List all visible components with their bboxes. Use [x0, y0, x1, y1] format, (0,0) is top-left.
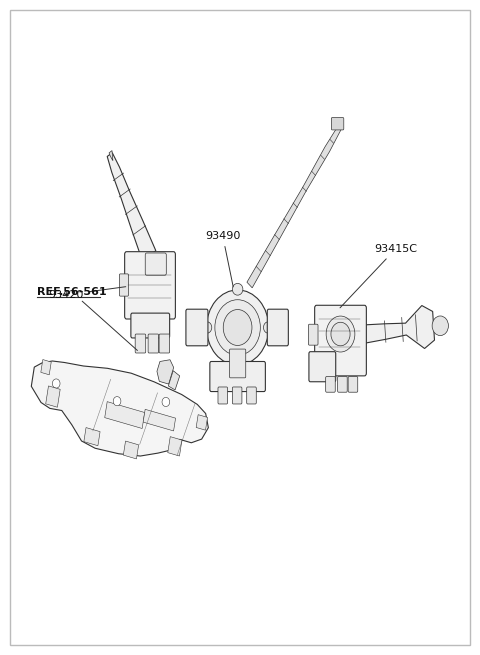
Ellipse shape [52, 379, 60, 388]
Polygon shape [364, 305, 434, 348]
FancyBboxPatch shape [309, 324, 318, 345]
Ellipse shape [162, 398, 170, 407]
Text: 93420: 93420 [48, 287, 126, 300]
FancyBboxPatch shape [315, 305, 366, 376]
FancyBboxPatch shape [120, 274, 129, 296]
FancyBboxPatch shape [337, 377, 347, 392]
FancyBboxPatch shape [232, 387, 242, 404]
Polygon shape [41, 360, 51, 375]
Polygon shape [157, 360, 174, 384]
Ellipse shape [326, 316, 355, 352]
Ellipse shape [223, 310, 252, 345]
Polygon shape [123, 441, 139, 459]
Polygon shape [107, 153, 156, 261]
Polygon shape [109, 151, 113, 160]
FancyBboxPatch shape [159, 334, 169, 353]
Polygon shape [105, 402, 144, 428]
Ellipse shape [432, 316, 448, 335]
Text: REF.56-561: REF.56-561 [36, 286, 137, 350]
FancyBboxPatch shape [267, 309, 288, 346]
Text: 93490: 93490 [205, 231, 240, 287]
FancyBboxPatch shape [325, 377, 335, 392]
FancyBboxPatch shape [131, 313, 169, 338]
Polygon shape [143, 409, 176, 431]
Ellipse shape [206, 290, 269, 365]
FancyBboxPatch shape [145, 253, 166, 275]
Polygon shape [247, 124, 342, 288]
FancyBboxPatch shape [229, 349, 246, 378]
Polygon shape [196, 415, 207, 430]
FancyBboxPatch shape [210, 362, 265, 392]
FancyBboxPatch shape [309, 352, 336, 382]
FancyBboxPatch shape [125, 252, 175, 319]
Ellipse shape [201, 322, 212, 333]
Polygon shape [46, 386, 60, 407]
Polygon shape [168, 437, 182, 456]
Text: 93415C: 93415C [340, 244, 417, 308]
FancyBboxPatch shape [218, 387, 228, 404]
Ellipse shape [331, 322, 350, 346]
Ellipse shape [113, 396, 121, 405]
Ellipse shape [215, 300, 260, 355]
FancyBboxPatch shape [348, 377, 358, 392]
FancyBboxPatch shape [148, 334, 158, 353]
FancyBboxPatch shape [331, 117, 344, 130]
FancyBboxPatch shape [247, 387, 256, 404]
Polygon shape [31, 361, 208, 456]
Ellipse shape [232, 360, 243, 371]
Ellipse shape [264, 322, 274, 333]
Ellipse shape [232, 284, 243, 295]
FancyBboxPatch shape [186, 309, 208, 346]
FancyBboxPatch shape [135, 334, 146, 353]
Polygon shape [84, 428, 100, 445]
Polygon shape [168, 371, 180, 390]
